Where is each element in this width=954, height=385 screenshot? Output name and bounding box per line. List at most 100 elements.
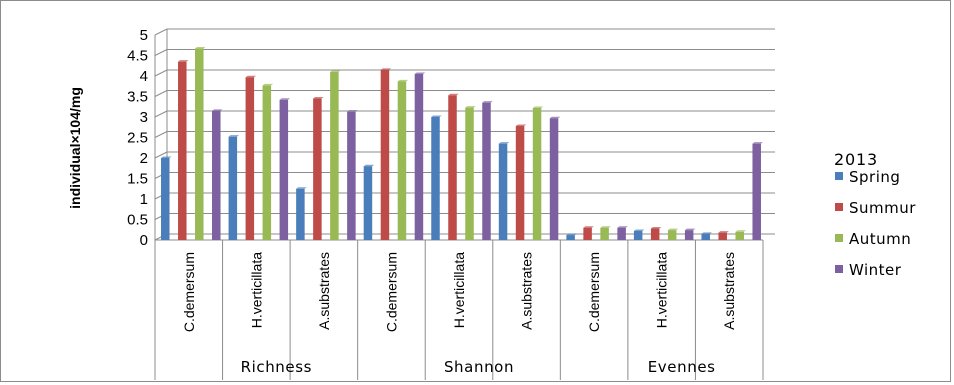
gridline-depth xyxy=(154,151,168,159)
legend-label: Autumn xyxy=(849,230,911,248)
bar xyxy=(566,235,575,240)
legend-label: Summur xyxy=(849,199,916,217)
bar-top xyxy=(549,116,561,119)
bar xyxy=(718,232,727,240)
y-tick-label: 2 xyxy=(140,150,148,167)
bar xyxy=(195,48,204,240)
group-label: Shannon xyxy=(444,358,514,376)
bar xyxy=(617,227,626,240)
category-label: H.verticillata xyxy=(248,252,264,328)
bar-top xyxy=(515,124,527,127)
y-tick-label: 1 xyxy=(140,191,148,208)
bar-top xyxy=(600,226,611,228)
bar xyxy=(482,102,491,241)
gridline-depth xyxy=(154,110,168,118)
category-label: C.demersum xyxy=(181,252,197,332)
bar-top xyxy=(667,228,679,231)
legend-swatch xyxy=(835,265,843,273)
y-tick-label: 4.5 xyxy=(127,48,148,65)
bar-top xyxy=(448,93,459,96)
bar xyxy=(448,95,457,241)
bar-top xyxy=(380,68,392,70)
bar xyxy=(684,230,694,240)
bar-top xyxy=(701,232,712,234)
bar xyxy=(667,230,677,240)
bar-top xyxy=(330,70,341,72)
bar-top xyxy=(195,47,206,49)
gridline-depth xyxy=(154,49,168,56)
bar xyxy=(498,143,508,240)
group-label: Richness xyxy=(241,358,313,376)
bar-top xyxy=(228,135,240,137)
legend-swatch xyxy=(835,172,843,180)
bar-top xyxy=(347,110,358,112)
bar-top xyxy=(752,142,763,144)
category-label: A.substrates xyxy=(316,252,332,330)
bar xyxy=(431,117,440,240)
bar xyxy=(212,110,221,240)
bar xyxy=(397,81,407,240)
bar-top xyxy=(650,227,662,229)
bar xyxy=(701,233,710,240)
bar-top xyxy=(532,106,544,108)
bar xyxy=(380,69,390,240)
bar-top xyxy=(296,187,307,189)
bar xyxy=(262,85,272,241)
legend-swatch xyxy=(835,234,843,242)
category-label: A.substrates xyxy=(721,252,737,330)
gridline-depth xyxy=(154,28,168,36)
y-tick-label: 0.5 xyxy=(127,212,148,229)
y-tick-label: 3 xyxy=(140,109,148,126)
bar xyxy=(245,77,255,240)
bar-top xyxy=(498,142,510,144)
y-tick-label: 5 xyxy=(140,27,148,44)
bar-top xyxy=(245,75,257,78)
group-label: Evennes xyxy=(648,358,716,376)
bar xyxy=(549,118,559,240)
bar-top xyxy=(482,101,493,103)
y-tick-label: 0 xyxy=(140,232,148,249)
legend-label: Spring xyxy=(849,168,900,186)
bar xyxy=(633,230,643,240)
gridline-depth xyxy=(154,90,168,97)
bar-top xyxy=(583,226,594,228)
bar xyxy=(279,99,289,240)
bar xyxy=(600,227,609,240)
bar-top xyxy=(465,106,476,108)
bar xyxy=(515,126,525,240)
category-label: A.substrates xyxy=(519,252,535,330)
bar-top xyxy=(633,229,645,231)
bar-top xyxy=(566,233,577,236)
category-label: C.demersum xyxy=(383,252,399,332)
bar xyxy=(161,158,170,240)
legend-label: Winter xyxy=(849,261,902,279)
gridline-depth xyxy=(154,69,168,77)
bar-top xyxy=(431,115,442,117)
bar xyxy=(752,143,761,240)
bar-top xyxy=(279,98,291,100)
bar xyxy=(414,73,424,240)
y-axis-label: individual×104/mg xyxy=(67,87,83,209)
bar-top xyxy=(414,72,426,74)
bar-top xyxy=(212,109,223,111)
bar xyxy=(330,71,339,241)
bar-top xyxy=(262,83,274,86)
bar xyxy=(650,228,660,240)
y-tick-label: 3.5 xyxy=(127,89,148,106)
gridline-depth xyxy=(154,131,168,138)
bar xyxy=(465,107,474,240)
legend-swatch xyxy=(835,203,843,211)
bar xyxy=(735,231,744,240)
bar xyxy=(583,227,592,240)
bar xyxy=(313,98,322,240)
bar-top xyxy=(735,230,746,232)
category-label: H.verticillata xyxy=(451,252,467,328)
y-tick-label: 2.5 xyxy=(127,130,148,147)
bar-top xyxy=(718,231,729,233)
bar xyxy=(532,107,542,240)
bar xyxy=(363,166,373,240)
y-tick-label: 4 xyxy=(140,68,148,85)
bar xyxy=(296,188,305,240)
